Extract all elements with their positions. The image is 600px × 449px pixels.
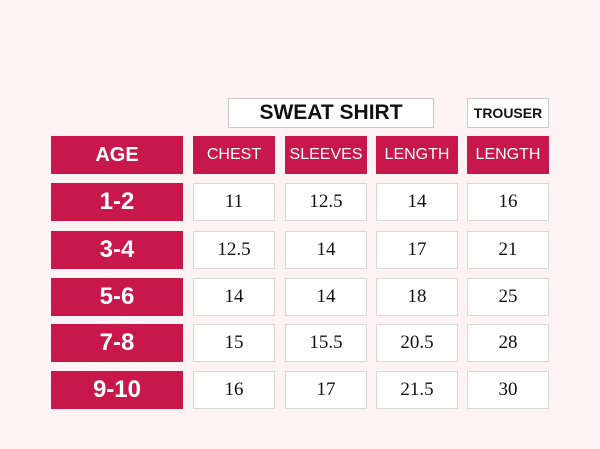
value-cell: 12.5 xyxy=(193,231,275,269)
value-cell: 14 xyxy=(193,278,275,316)
value-cell: 15.5 xyxy=(285,324,367,362)
column-header: CHEST xyxy=(193,136,275,174)
age-cell: 9-10 xyxy=(51,371,183,409)
value-cell: 14 xyxy=(376,183,458,221)
value-cell: 14 xyxy=(285,231,367,269)
value-cell: 25 xyxy=(467,278,549,316)
value-cell: 12.5 xyxy=(285,183,367,221)
column-header: SLEEVES xyxy=(285,136,367,174)
value-cell: 16 xyxy=(193,371,275,409)
value-cell: 17 xyxy=(285,371,367,409)
value-cell: 17 xyxy=(376,231,458,269)
age-cell: 1-2 xyxy=(51,183,183,221)
group-header: SWEAT SHIRT xyxy=(228,98,434,128)
value-cell: 21.5 xyxy=(376,371,458,409)
value-cell: 18 xyxy=(376,278,458,316)
age-cell: 3-4 xyxy=(51,231,183,269)
age-cell: 5-6 xyxy=(51,278,183,316)
column-header: LENGTH xyxy=(467,136,549,174)
age-cell: 7-8 xyxy=(51,324,183,362)
group-header: TROUSER xyxy=(467,98,549,128)
value-cell: 28 xyxy=(467,324,549,362)
value-cell: 14 xyxy=(285,278,367,316)
value-cell: 20.5 xyxy=(376,324,458,362)
value-cell: 11 xyxy=(193,183,275,221)
value-cell: 21 xyxy=(467,231,549,269)
value-cell: 16 xyxy=(467,183,549,221)
value-cell: 15 xyxy=(193,324,275,362)
value-cell: 30 xyxy=(467,371,549,409)
column-header: AGE xyxy=(51,136,183,174)
column-header: LENGTH xyxy=(376,136,458,174)
